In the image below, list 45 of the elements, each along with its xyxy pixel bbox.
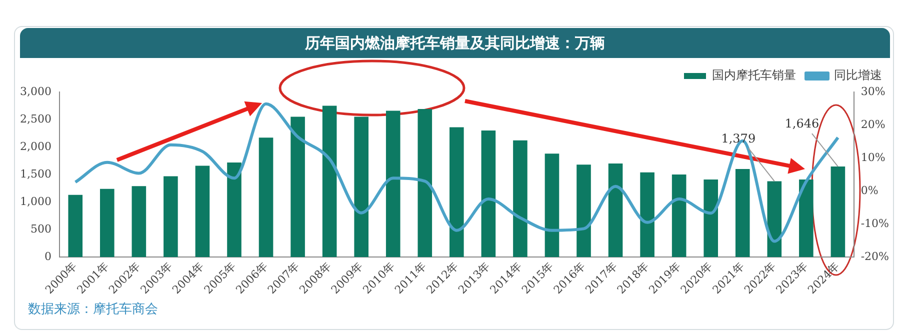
bar <box>195 166 210 258</box>
bar <box>608 164 623 258</box>
bar <box>164 176 178 258</box>
bar <box>799 180 814 258</box>
source-note: 数据来源：摩托车商会 <box>28 301 158 318</box>
bar <box>68 194 83 258</box>
y-tick-label: 500 <box>30 222 52 236</box>
y-tick-label: 2,500 <box>20 112 52 126</box>
bar <box>735 169 750 258</box>
bar <box>481 130 496 258</box>
y2-tick-label: 0% <box>860 184 878 197</box>
y-tick-label: 1,500 <box>20 167 52 180</box>
bar <box>513 140 528 258</box>
bar <box>418 109 432 258</box>
bar <box>354 116 368 258</box>
bar <box>576 164 591 258</box>
bar <box>100 188 114 258</box>
bar <box>640 172 654 258</box>
bar <box>704 180 718 258</box>
bar <box>290 116 305 258</box>
bar <box>386 110 400 258</box>
y-tick-label: 3,000 <box>20 84 52 98</box>
y2-tick-label: 10% <box>860 150 886 164</box>
bar <box>830 166 846 258</box>
y2-tick-label: -10% <box>860 216 890 230</box>
y-tick-label: 1,000 <box>20 194 52 208</box>
bar <box>322 106 337 258</box>
y-tick-label: 0 <box>44 250 52 263</box>
y2-tick-label: -20% <box>860 250 890 263</box>
legend-label: 国内摩托车销量 <box>712 68 796 82</box>
y2-tick-label: 20% <box>860 118 886 131</box>
line-series <box>74 102 840 243</box>
data-label: 1,379 <box>721 131 756 146</box>
bar <box>258 138 274 258</box>
y-tick-label: 2,000 <box>20 140 52 153</box>
y2-tick-label: 30% <box>860 84 886 98</box>
bar <box>544 154 560 258</box>
data-label: 1,646 <box>784 116 820 131</box>
legend-label: 同比增速 <box>834 68 882 82</box>
bar <box>767 181 782 258</box>
bar <box>227 162 242 258</box>
bar <box>672 174 686 258</box>
bar <box>132 186 146 258</box>
chart-title: 历年国内燃油摩托车销量及其同比增速：万辆 <box>20 28 890 58</box>
bar <box>450 127 464 258</box>
